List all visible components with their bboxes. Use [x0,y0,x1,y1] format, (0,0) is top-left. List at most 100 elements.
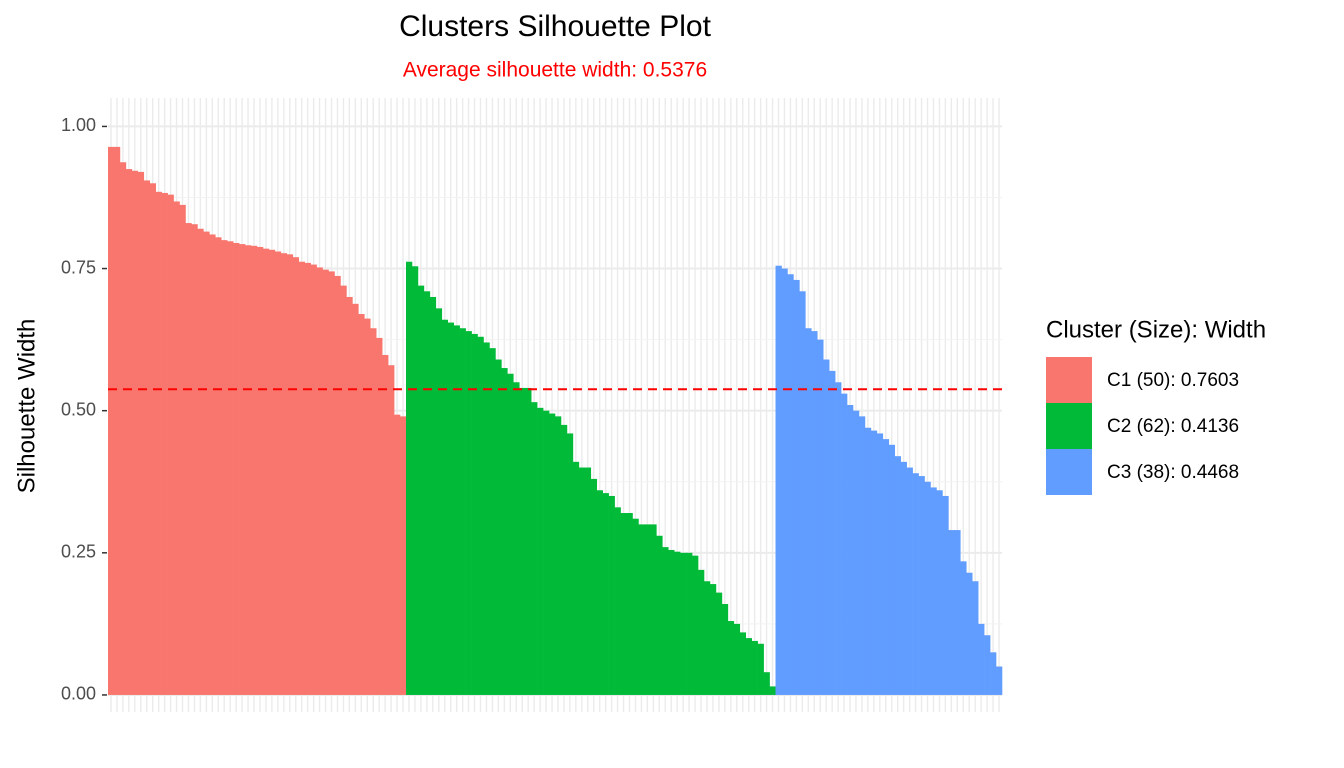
bar [775,265,782,695]
bar [113,146,121,695]
bar [674,551,681,695]
y-tick-label: 0.75 [61,257,96,277]
bar [972,581,979,695]
bar [447,322,454,695]
bar [155,191,162,695]
bar [268,249,276,695]
bar [137,171,145,695]
bar [191,224,198,695]
bar [483,342,490,695]
y-tick-label: 0.25 [61,542,96,562]
bar [423,291,431,695]
bar [125,169,133,695]
bar [757,643,764,695]
bar [471,333,478,695]
bar [578,467,586,695]
bar [537,407,544,695]
bar [227,241,234,695]
bar [966,572,973,695]
bar [662,547,669,695]
bar [876,433,884,695]
bar [352,303,359,695]
bar [453,325,460,695]
bar [495,359,502,695]
bar [441,319,449,695]
bar [632,518,639,695]
bar [459,328,466,695]
bar [572,461,580,695]
bar [167,194,174,695]
bar [322,269,329,695]
bar [274,251,282,695]
bar [376,337,383,695]
bar [513,382,520,695]
bar [346,296,353,695]
chart-subtitle: Average silhouette width: 0.5376 [403,59,707,82]
bar [954,530,961,695]
bar [686,552,693,695]
bar [894,456,901,695]
bar [358,314,365,695]
bar [280,253,288,695]
bar [817,339,824,695]
bar [960,561,967,695]
bar [406,261,413,695]
bar [209,234,216,695]
bar [262,248,270,695]
bar [805,328,812,695]
bar [978,623,985,695]
bar [566,433,574,695]
bar [626,513,633,695]
bar [149,183,156,695]
bar [799,291,806,695]
bar [644,524,651,695]
bar [733,623,741,695]
bar [257,246,264,695]
legend-label: C1 (50): 0.7603 [1107,370,1239,391]
bar [948,530,955,695]
bar [912,473,919,695]
bar [984,635,991,695]
bar [811,331,818,695]
bar [239,244,246,695]
legend-key [1046,357,1092,403]
bar [769,686,776,695]
bar [590,478,598,695]
bar [328,271,335,695]
bar [203,231,210,695]
bar [400,416,407,695]
bar [245,245,252,695]
bar [739,632,747,695]
bar [143,180,151,695]
bar [429,296,437,695]
bar [477,336,484,695]
bar [560,424,568,695]
y-tick-label: 0.50 [61,399,96,419]
bar [370,328,377,695]
legend-label: C3 (38): 0.4468 [1107,462,1239,483]
bar [823,359,830,695]
bar [656,535,663,695]
bar [549,413,556,695]
bar [394,414,401,695]
bar [382,354,389,695]
bar [108,146,115,695]
bar [131,170,139,695]
bar [173,201,180,695]
y-axis-label: Silhouette Width [13,319,40,494]
bar [465,331,472,695]
bar [340,285,347,695]
bar [251,245,258,695]
legend-key [1046,403,1092,449]
bar [930,487,937,695]
bar [411,266,419,695]
bar [781,268,788,695]
bar [721,603,729,695]
bar [388,365,395,695]
bar [990,652,997,695]
bar [584,467,592,695]
bar [286,254,294,695]
bar [119,162,127,695]
bar [996,666,1003,695]
bar [745,638,752,695]
